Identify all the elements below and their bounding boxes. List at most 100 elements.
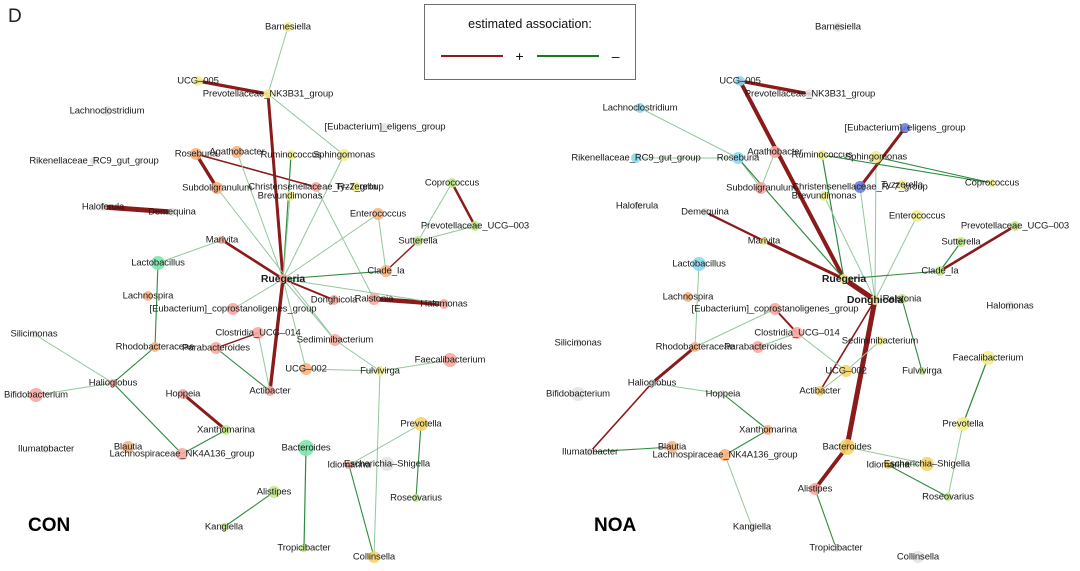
- network-node[interactable]: [380, 457, 394, 471]
- network-node[interactable]: [981, 351, 995, 365]
- network-node[interactable]: [911, 210, 923, 222]
- network-node[interactable]: [1010, 221, 1020, 231]
- network-node[interactable]: [988, 179, 996, 187]
- network-node[interactable]: [278, 274, 288, 284]
- network-node[interactable]: [683, 292, 693, 302]
- network-node[interactable]: [918, 367, 926, 375]
- network-node[interactable]: [218, 236, 226, 244]
- network-node[interactable]: [815, 386, 825, 396]
- network-node[interactable]: [221, 425, 231, 435]
- network-node[interactable]: [586, 448, 594, 456]
- network-node[interactable]: [265, 386, 275, 396]
- network-node[interactable]: [631, 153, 641, 163]
- network-node[interactable]: [168, 208, 176, 216]
- network-node[interactable]: [832, 544, 840, 552]
- network-node[interactable]: [956, 237, 966, 247]
- network-node[interactable]: [329, 334, 341, 346]
- network-node[interactable]: [870, 295, 880, 305]
- network-node[interactable]: [769, 146, 781, 158]
- network-node[interactable]: [897, 294, 907, 304]
- network-node[interactable]: [690, 342, 700, 352]
- network-node[interactable]: [839, 274, 849, 284]
- network-node[interactable]: [338, 149, 350, 161]
- network-node[interactable]: [935, 266, 945, 276]
- network-node[interactable]: [190, 148, 202, 160]
- network-node[interactable]: [380, 265, 392, 277]
- network-node[interactable]: [875, 336, 885, 346]
- network-node[interactable]: [368, 293, 380, 305]
- network-node[interactable]: [298, 440, 314, 456]
- network-node[interactable]: [210, 342, 222, 354]
- network-node[interactable]: [900, 123, 910, 133]
- network-node[interactable]: [447, 178, 457, 188]
- network-node[interactable]: [178, 389, 188, 399]
- network-node[interactable]: [102, 106, 112, 116]
- network-node[interactable]: [109, 379, 117, 387]
- network-node[interactable]: [470, 221, 480, 231]
- network-node[interactable]: [574, 339, 582, 347]
- network-node[interactable]: [90, 157, 98, 165]
- network-node[interactable]: [633, 202, 641, 210]
- network-node[interactable]: [29, 388, 43, 402]
- network-node[interactable]: [648, 379, 656, 387]
- network-node[interactable]: [227, 303, 239, 315]
- network-node[interactable]: [839, 439, 855, 455]
- network-node[interactable]: [263, 89, 273, 99]
- network-node[interactable]: [300, 363, 312, 375]
- network-node[interactable]: [719, 390, 727, 398]
- network-node[interactable]: [897, 180, 907, 190]
- network-node[interactable]: [439, 299, 449, 309]
- network-node[interactable]: [791, 327, 803, 339]
- network-node[interactable]: [443, 353, 457, 367]
- network-node[interactable]: [42, 445, 50, 453]
- network-node[interactable]: [769, 303, 781, 315]
- network-node[interactable]: [833, 22, 843, 32]
- network-node[interactable]: [151, 256, 165, 270]
- network-node[interactable]: [30, 330, 38, 338]
- network-node[interactable]: [817, 150, 827, 160]
- network-node[interactable]: [150, 342, 160, 352]
- network-node[interactable]: [805, 89, 815, 99]
- network-node[interactable]: [285, 191, 295, 201]
- network-node[interactable]: [375, 366, 385, 376]
- network-node[interactable]: [755, 182, 767, 194]
- network-node[interactable]: [413, 236, 423, 246]
- network-node[interactable]: [912, 551, 924, 563]
- network-node[interactable]: [752, 341, 764, 353]
- network-node[interactable]: [351, 182, 361, 192]
- network-node[interactable]: [920, 457, 934, 471]
- network-node[interactable]: [345, 461, 353, 469]
- network-node[interactable]: [571, 387, 585, 401]
- network-node[interactable]: [412, 494, 420, 502]
- network-node[interactable]: [944, 493, 952, 501]
- network-node[interactable]: [143, 291, 153, 301]
- network-node[interactable]: [231, 146, 243, 158]
- network-node[interactable]: [122, 441, 134, 453]
- network-node[interactable]: [268, 486, 280, 498]
- network-node[interactable]: [732, 152, 744, 164]
- network-node[interactable]: [211, 182, 223, 194]
- network-node[interactable]: [809, 483, 821, 495]
- network-node[interactable]: [735, 76, 745, 86]
- network-node[interactable]: [220, 523, 228, 531]
- network-node[interactable]: [840, 365, 852, 377]
- network-node[interactable]: [329, 295, 339, 305]
- network-node[interactable]: [286, 150, 296, 160]
- network-node[interactable]: [283, 22, 293, 32]
- network-node[interactable]: [884, 461, 892, 469]
- network-node[interactable]: [763, 425, 773, 435]
- network-node[interactable]: [99, 203, 107, 211]
- network-node[interactable]: [414, 417, 428, 431]
- network-node[interactable]: [176, 448, 188, 460]
- network-node[interactable]: [819, 191, 829, 201]
- network-node[interactable]: [368, 551, 380, 563]
- network-node[interactable]: [692, 257, 706, 271]
- network-node[interactable]: [372, 208, 384, 220]
- network-node[interactable]: [311, 182, 321, 192]
- network-node[interactable]: [701, 208, 709, 216]
- network-node[interactable]: [300, 544, 308, 552]
- network-node[interactable]: [252, 327, 264, 339]
- network-node[interactable]: [748, 523, 756, 531]
- network-node[interactable]: [1005, 301, 1015, 311]
- network-node[interactable]: [760, 237, 768, 245]
